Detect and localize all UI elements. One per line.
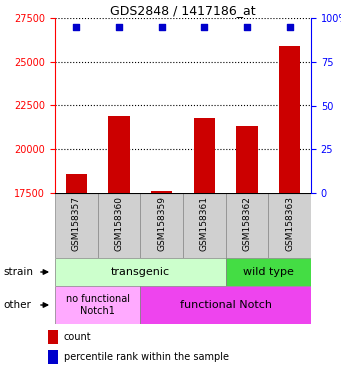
Bar: [268, 193, 311, 258]
Bar: [48, 330, 58, 344]
Point: [116, 24, 122, 30]
Bar: [226, 193, 268, 258]
Bar: [98, 193, 140, 258]
Bar: [48, 350, 58, 364]
Text: transgenic: transgenic: [111, 267, 170, 277]
Bar: [194, 118, 215, 193]
Bar: [108, 116, 130, 193]
Bar: [55, 258, 226, 286]
Text: GSM158357: GSM158357: [72, 196, 81, 251]
Bar: [140, 286, 311, 324]
Text: GSM158361: GSM158361: [200, 196, 209, 251]
Bar: [279, 46, 300, 193]
Title: GDS2848 / 1417186_at: GDS2848 / 1417186_at: [110, 4, 256, 17]
Text: wild type: wild type: [243, 267, 294, 277]
Point: [287, 24, 292, 30]
Text: no functional
Notch1: no functional Notch1: [66, 294, 130, 316]
Text: GSM158360: GSM158360: [115, 196, 123, 251]
Bar: [226, 258, 311, 286]
Bar: [236, 126, 258, 193]
Text: other: other: [3, 300, 31, 310]
Bar: [151, 191, 172, 193]
Text: count: count: [64, 332, 91, 342]
Bar: [66, 174, 87, 193]
Point: [244, 24, 250, 30]
Text: GSM158363: GSM158363: [285, 196, 294, 251]
Text: GSM158359: GSM158359: [157, 196, 166, 251]
Bar: [183, 193, 226, 258]
Point: [159, 24, 164, 30]
Text: GSM158362: GSM158362: [242, 196, 252, 251]
Bar: [55, 286, 140, 324]
Point: [202, 24, 207, 30]
Text: functional Notch: functional Notch: [180, 300, 272, 310]
Point: [74, 24, 79, 30]
Text: strain: strain: [3, 267, 33, 277]
Bar: [140, 193, 183, 258]
Text: percentile rank within the sample: percentile rank within the sample: [64, 352, 228, 362]
Bar: [55, 193, 98, 258]
